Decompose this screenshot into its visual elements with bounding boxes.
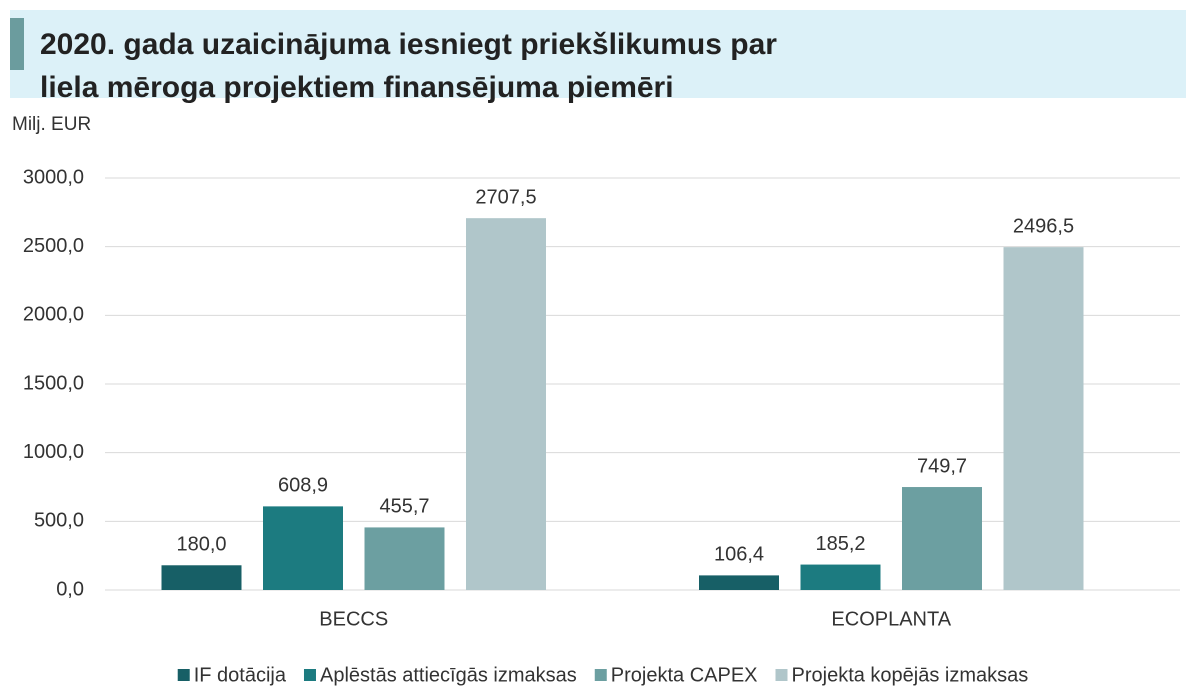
title-accent xyxy=(10,18,24,70)
data-label: 2496,5 xyxy=(1013,215,1074,237)
y-tick-label: 2500,0 xyxy=(23,235,84,257)
y-tick-label: 2000,0 xyxy=(23,304,84,326)
legend-swatch xyxy=(303,669,316,681)
bar xyxy=(902,487,982,590)
data-label: 455,7 xyxy=(379,496,429,518)
legend-label: Projekta kopējās izmaksas xyxy=(792,664,1029,686)
legend-label: Aplēstās attiecīgās izmaksas xyxy=(320,664,577,686)
bar xyxy=(263,506,343,590)
chart-title: 2020. gada uzaicinājuma iesniegt priekšl… xyxy=(40,28,777,61)
data-label: 106,4 xyxy=(714,544,764,566)
legend-swatch xyxy=(775,669,788,681)
bar xyxy=(466,218,546,591)
bar xyxy=(161,565,242,590)
y-axis-label: Milj. EUR xyxy=(12,114,91,135)
bar xyxy=(364,527,445,590)
legend-label: Projekta CAPEX xyxy=(611,664,758,686)
legend-swatch xyxy=(594,669,607,681)
data-label: 2707,5 xyxy=(475,186,536,208)
y-tick-label: 1000,0 xyxy=(23,441,84,463)
data-label: 749,7 xyxy=(917,455,967,477)
legend-label: IF dotācija xyxy=(194,664,287,686)
bar xyxy=(699,575,779,590)
y-tick-label: 0,0 xyxy=(56,578,84,600)
chart-title: liela mēroga projektiem finansējuma piem… xyxy=(40,71,674,104)
data-label: 180,0 xyxy=(176,534,226,556)
x-tick-label: BECCS xyxy=(319,608,388,630)
bar xyxy=(1003,247,1084,590)
data-label: 608,9 xyxy=(278,475,328,497)
y-tick-label: 3000,0 xyxy=(23,166,84,188)
data-label: 185,2 xyxy=(815,533,865,555)
x-tick-label: ECOPLANTA xyxy=(831,608,951,630)
legend-swatch xyxy=(177,669,190,681)
y-tick-label: 500,0 xyxy=(34,510,84,532)
bar xyxy=(800,564,881,590)
y-tick-label: 1500,0 xyxy=(23,372,84,394)
title-banner xyxy=(10,10,1186,98)
